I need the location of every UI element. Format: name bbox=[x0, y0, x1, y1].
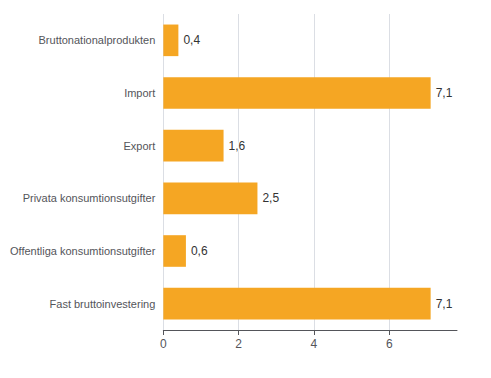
svg-text:Fast bruttoinvestering: Fast bruttoinvestering bbox=[50, 298, 156, 310]
svg-text:0,4: 0,4 bbox=[183, 33, 200, 47]
svg-text:1,6: 1,6 bbox=[229, 139, 246, 153]
svg-text:0: 0 bbox=[160, 337, 167, 351]
svg-text:2,5: 2,5 bbox=[262, 191, 279, 205]
svg-text:0,6: 0,6 bbox=[191, 244, 208, 258]
svg-text:Bruttonationalprodukten: Bruttonationalprodukten bbox=[39, 34, 156, 46]
svg-text:2: 2 bbox=[235, 337, 242, 351]
svg-text:Offentliga konsumtionsutgifter: Offentliga konsumtionsutgifter bbox=[10, 245, 156, 257]
svg-text:6: 6 bbox=[386, 337, 393, 351]
svg-text:Import: Import bbox=[124, 87, 155, 99]
svg-text:7,1: 7,1 bbox=[436, 297, 453, 311]
svg-text:7,1: 7,1 bbox=[436, 86, 453, 100]
svg-text:4: 4 bbox=[311, 337, 318, 351]
svg-text:Export: Export bbox=[124, 140, 156, 152]
svg-text:Privata konsumtionsutgifter: Privata konsumtionsutgifter bbox=[23, 192, 156, 204]
